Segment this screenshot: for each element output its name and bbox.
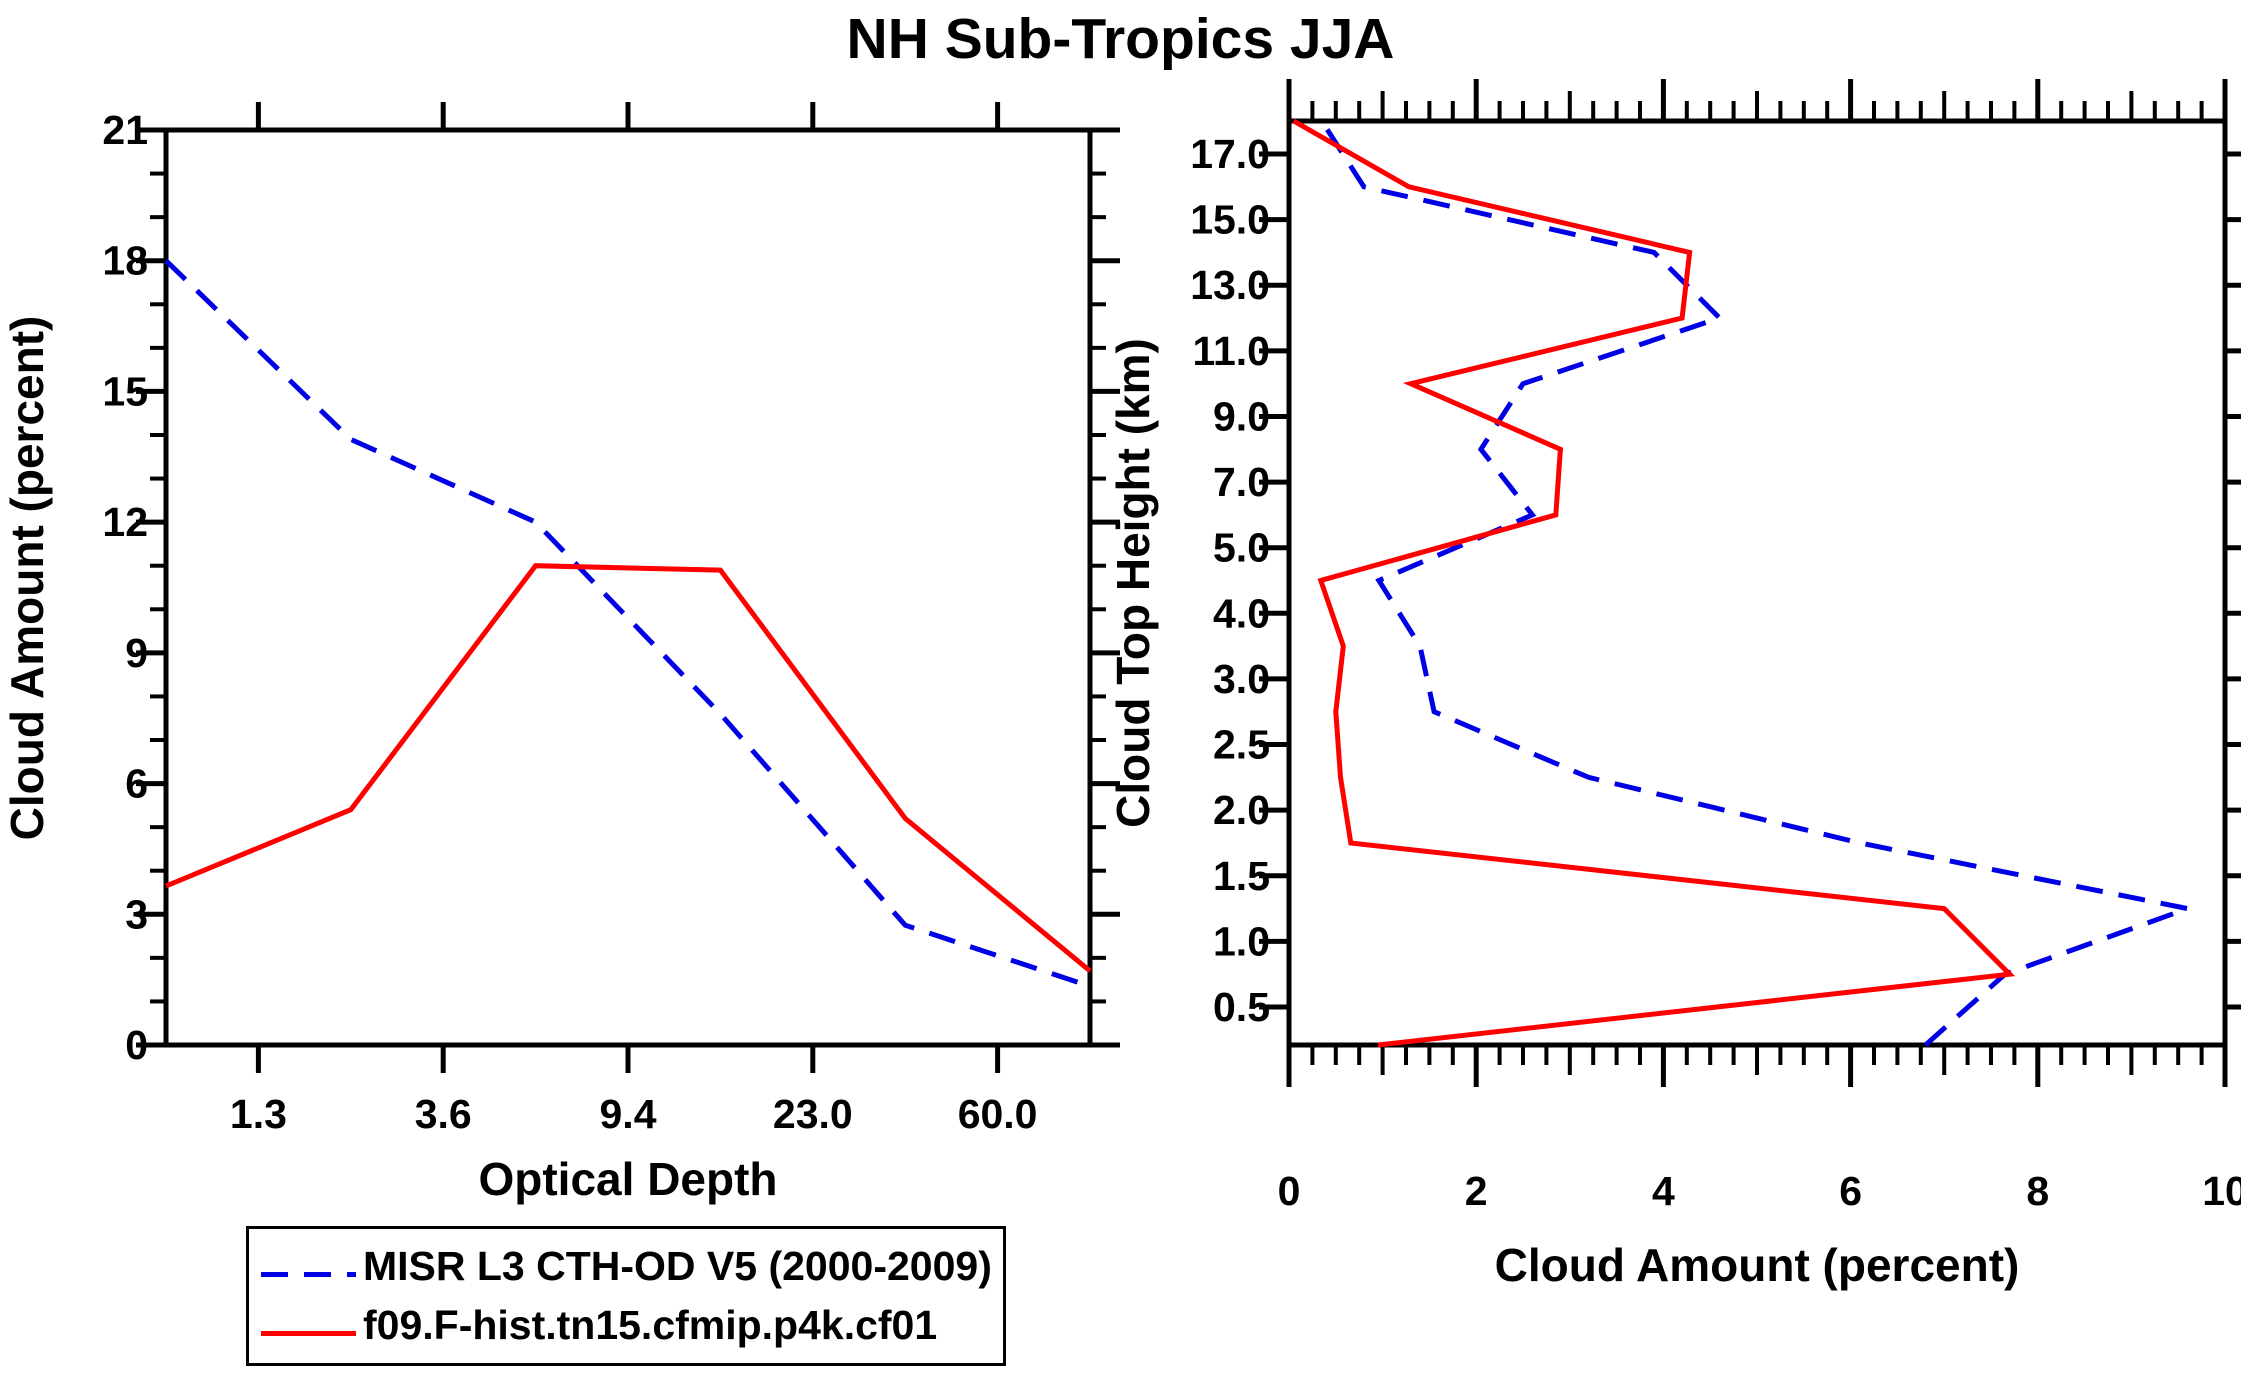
svg-text:17.0: 17.0 — [1190, 131, 1270, 177]
model-series-right — [1292, 118, 2016, 1048]
left-panel — [163, 127, 1093, 1048]
legend-entry-model: f09.F-hist.tn15.cfmip.p4k.cf01 — [261, 1301, 1003, 1348]
svg-text:3.6: 3.6 — [415, 1091, 472, 1137]
misr-series-left — [164, 258, 1091, 989]
svg-text:1.0: 1.0 — [1213, 918, 1270, 964]
svg-text:13.0: 13.0 — [1190, 262, 1270, 308]
legend-label-model: f09.F-hist.tn15.cfmip.p4k.cf01 — [363, 1301, 938, 1348]
svg-text:2.5: 2.5 — [1213, 722, 1270, 768]
svg-text:15.0: 15.0 — [1190, 197, 1270, 243]
svg-text:9: 9 — [125, 630, 148, 676]
svg-text:9.4: 9.4 — [600, 1091, 657, 1137]
svg-text:23.0: 23.0 — [773, 1091, 853, 1137]
svg-text:9.0: 9.0 — [1213, 393, 1270, 439]
legend-box: MISR L3 CTH-OD V5 (2000-2009) f09.F-hist… — [246, 1226, 1006, 1366]
svg-text:21: 21 — [102, 107, 148, 153]
svg-text:0.5: 0.5 — [1213, 984, 1270, 1030]
svg-text:0: 0 — [1278, 1168, 1301, 1214]
right-y-axis-title: Cloud Top Height (km) — [1107, 338, 1159, 828]
svg-text:2.0: 2.0 — [1213, 787, 1270, 833]
legend-label-misr: MISR L3 CTH-OD V5 (2000-2009) — [363, 1243, 992, 1290]
svg-text:15: 15 — [102, 368, 148, 414]
misr-dashed-line-sample — [261, 1264, 356, 1278]
right-panel — [1286, 118, 2228, 1048]
right-panel-axes: 0.5 1.0 1.5 2.0 2.5 3.0 4.0 5.0 7.0 9.0 11.0 13.0 15… — [1190, 79, 2241, 1214]
left-x-axis-title: Optical Depth — [478, 1153, 778, 1205]
model-series-left — [165, 563, 1092, 973]
svg-text:4.0: 4.0 — [1213, 590, 1270, 636]
left-y-axis-title: Cloud Amount (percent) — [1, 315, 53, 841]
svg-text:6: 6 — [1839, 1168, 1862, 1214]
svg-text:60.0: 60.0 — [958, 1091, 1038, 1137]
right-x-axis-title: Cloud Amount (percent) — [1494, 1239, 2020, 1291]
legend-entry-misr: MISR L3 CTH-OD V5 (2000-2009) — [261, 1246, 1003, 1287]
misr-series-right — [1319, 119, 2197, 1047]
svg-text:0: 0 — [125, 1022, 148, 1068]
svg-text:10: 10 — [2202, 1168, 2241, 1214]
model-solid-line-sample — [261, 1323, 356, 1336]
svg-text:3.0: 3.0 — [1213, 656, 1270, 702]
svg-text:6: 6 — [125, 761, 148, 807]
figure-title: NH Sub-Tropics JJA — [846, 7, 1395, 71]
svg-text:8: 8 — [2026, 1168, 2049, 1214]
left-panel-axes: 1.3 3.6 9.4 23.0 60.0 0 3 6 9 12 15 18 21 — [102, 102, 1120, 1137]
svg-text:1.5: 1.5 — [1213, 853, 1270, 899]
svg-text:5.0: 5.0 — [1213, 525, 1270, 571]
svg-text:11.0: 11.0 — [1192, 328, 1270, 374]
svg-text:7.0: 7.0 — [1213, 459, 1270, 505]
left-panel-series — [164, 258, 1092, 989]
svg-text:1.3: 1.3 — [230, 1091, 287, 1137]
svg-text:18: 18 — [102, 238, 148, 284]
svg-text:3: 3 — [125, 891, 148, 937]
svg-text:4: 4 — [1652, 1168, 1675, 1214]
svg-text:2: 2 — [1465, 1168, 1488, 1214]
right-panel-series — [1292, 118, 2197, 1048]
svg-text:12: 12 — [102, 499, 148, 545]
